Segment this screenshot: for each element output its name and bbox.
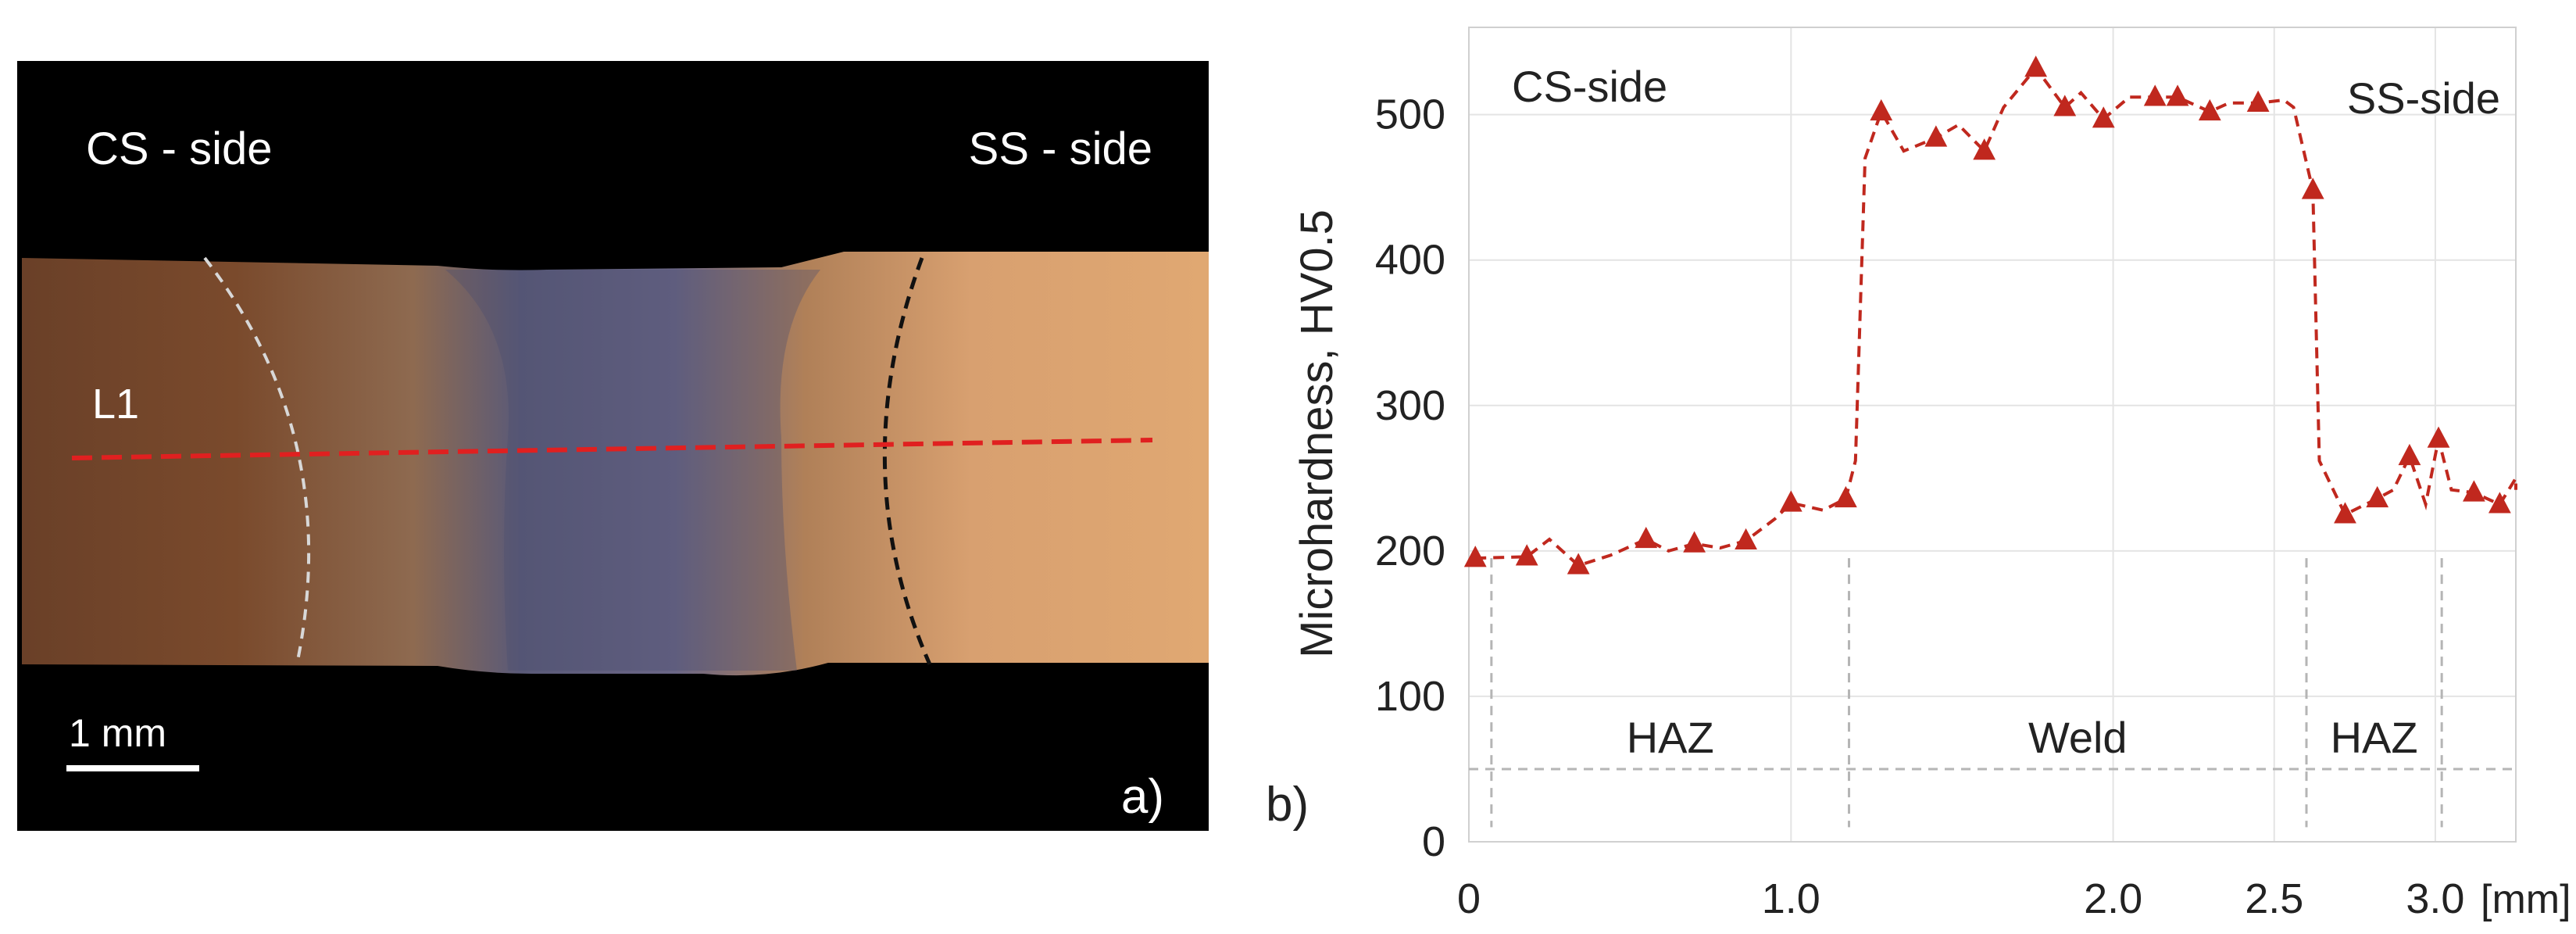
hardness-series-line bbox=[1475, 65, 2517, 567]
triangle-marker bbox=[2198, 98, 2221, 121]
triangle-marker bbox=[1870, 98, 1893, 121]
zone-label-haz: HAZ bbox=[1627, 713, 1714, 762]
plot-frame bbox=[1468, 27, 2517, 843]
x-tick-label: 2.5 bbox=[2245, 875, 2303, 922]
y-tick-label: 100 bbox=[1375, 673, 1445, 720]
zone-label-haz: HAZ bbox=[2331, 713, 2418, 762]
triangle-marker bbox=[2488, 492, 2511, 514]
x-unit-label: [mm] bbox=[2481, 877, 2571, 922]
triangle-marker bbox=[1635, 526, 1658, 549]
y-tick-labels: 0 100 200 300 400 500 bbox=[1375, 91, 1445, 865]
y-tick-label: 300 bbox=[1375, 382, 1445, 429]
x-tick-label: 2.0 bbox=[2084, 875, 2142, 922]
cs-haz-boundary bbox=[203, 256, 311, 665]
triangle-marker bbox=[1463, 546, 1487, 567]
measurement-line-l1 bbox=[71, 438, 1153, 460]
ss-haz-boundary bbox=[882, 257, 932, 666]
triangle-marker bbox=[2463, 480, 2485, 502]
cs-side-label: CS - side bbox=[86, 123, 273, 174]
triangle-marker bbox=[2053, 95, 2077, 116]
triangle-marker bbox=[1973, 138, 1996, 160]
triangle-marker bbox=[1779, 490, 1802, 512]
triangle-marker bbox=[2398, 443, 2421, 466]
triangle-marker bbox=[2366, 485, 2389, 508]
y-tick-label: 0 bbox=[1422, 818, 1445, 865]
y-tick-label: 400 bbox=[1375, 237, 1445, 284]
cs-side-annotation: CS-side bbox=[1512, 62, 1667, 111]
scale-label: 1 mm bbox=[69, 711, 166, 755]
hardness-markers bbox=[1463, 55, 2511, 574]
weld-bar bbox=[22, 252, 1209, 676]
triangle-marker bbox=[2427, 426, 2450, 448]
triangle-marker bbox=[1924, 125, 1948, 147]
triangle-marker bbox=[1835, 485, 1857, 508]
panel-a-label: a) bbox=[1121, 770, 1164, 824]
x-tick-label: 0 bbox=[1457, 875, 1481, 922]
triangle-marker bbox=[1567, 553, 1590, 574]
x-tick-label: 1.0 bbox=[1762, 875, 1820, 922]
triangle-marker bbox=[2166, 84, 2189, 106]
triangle-marker bbox=[1683, 531, 1706, 553]
zone-guides: HAZ Weld HAZ bbox=[1469, 558, 2516, 828]
l1-label: L1 bbox=[92, 381, 139, 428]
y-axis-label: Microhardness, HV0.5 bbox=[1292, 209, 1342, 658]
weld-zone-shade bbox=[445, 270, 820, 671]
y-tick-label: 500 bbox=[1375, 91, 1445, 138]
triangle-marker bbox=[2143, 84, 2167, 106]
ss-side-label: SS - side bbox=[969, 123, 1152, 174]
triangle-marker bbox=[2246, 90, 2270, 112]
x-tick-label: 3.0 bbox=[2406, 875, 2464, 922]
micrograph-panel: CS - side SS - side L1 1 mm a) bbox=[17, 61, 1209, 831]
triangle-marker bbox=[2334, 502, 2356, 524]
triangle-marker bbox=[2092, 106, 2115, 128]
triangle-marker bbox=[2024, 55, 2048, 77]
triangle-marker bbox=[1515, 544, 1538, 566]
x-tick-labels: 0 1.0 2.0 2.5 3.0 bbox=[1457, 875, 2464, 922]
triangle-marker bbox=[1735, 528, 1757, 550]
panel-b-label: b) bbox=[1266, 778, 1309, 832]
triangle-marker bbox=[2301, 177, 2324, 199]
ss-side-annotation: SS-side bbox=[2347, 73, 2500, 123]
hardness-chart: HAZ Weld HAZ 0 100 200 300 400 500 0 1.0 2.0 2.5 3.… bbox=[1266, 27, 2571, 922]
zone-label-weld: Weld bbox=[2028, 713, 2128, 762]
y-tick-label: 200 bbox=[1375, 528, 1445, 574]
